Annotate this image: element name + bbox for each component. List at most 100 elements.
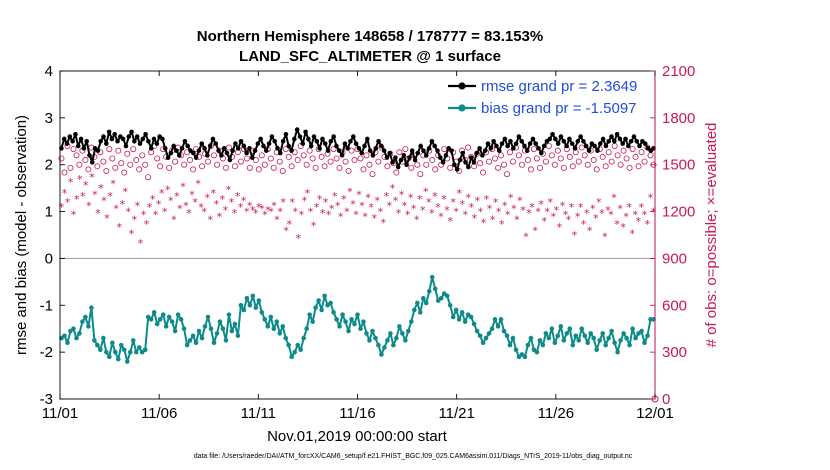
bias-point — [244, 295, 250, 301]
bias-point — [110, 340, 115, 346]
rmse-point — [426, 146, 432, 151]
bias-point — [77, 331, 82, 336]
bias-point — [403, 338, 408, 343]
bias-point — [346, 328, 351, 334]
obs-evaluated-point: * — [362, 210, 368, 223]
obs-possible-point — [527, 166, 534, 173]
obs-possible-point — [566, 153, 573, 160]
rmse-point — [597, 141, 603, 146]
obs-possible-point — [94, 163, 101, 170]
obs-evaluated-point: * — [189, 188, 195, 201]
plot-area — [60, 71, 655, 399]
rmse-point — [213, 141, 219, 146]
obs-possible-point — [608, 158, 615, 165]
rmse-point — [530, 136, 536, 142]
obs-possible-point — [590, 157, 597, 164]
bias-point — [630, 326, 635, 332]
obs-possible-point — [345, 167, 352, 174]
obs-evaluated-point: * — [198, 201, 204, 214]
obs-possible-point — [578, 144, 585, 151]
bias-point — [65, 340, 70, 346]
rmse-point — [112, 131, 118, 137]
rmse-point — [477, 146, 482, 151]
bias-point — [247, 302, 253, 308]
bias-point — [229, 328, 235, 334]
obs-evaluated-point: * — [575, 210, 581, 223]
obs-evaluated-point: * — [359, 199, 365, 212]
obs-evaluated-point: * — [59, 201, 65, 214]
rmse-point — [322, 141, 328, 146]
obs-evaluated-point: * — [192, 196, 198, 209]
bias-point — [89, 305, 94, 310]
x-tick-label: 11/01 — [42, 405, 78, 422]
rmse-point — [174, 148, 179, 153]
bias-point — [71, 326, 76, 332]
y-axis-left-label: rmse and bias (model - observation) — [13, 115, 30, 355]
bias-point — [645, 333, 650, 339]
bias-point — [522, 354, 528, 360]
obs-evaluated-point: * — [204, 192, 210, 205]
bias-point — [358, 326, 363, 332]
rmse-point — [558, 134, 564, 139]
bias-point — [271, 326, 277, 332]
rmse-point — [146, 138, 151, 144]
obs-evaluated-point: * — [566, 213, 572, 226]
bias-point — [474, 328, 480, 334]
obs-evaluated-point: * — [113, 202, 119, 215]
bias-point — [331, 310, 336, 315]
rmse-point — [98, 138, 103, 144]
y-axis-right: 0 300 600 900 1200 1500 1800 2100 — [650, 63, 695, 408]
obs-possible-point — [103, 167, 110, 174]
obs-possible-point — [261, 161, 268, 168]
x-tick-label: 11/21 — [438, 405, 474, 422]
obs-evaluated-point: * — [229, 196, 235, 209]
obs-evaluated-point: * — [438, 210, 444, 223]
rmse-point — [191, 150, 196, 156]
obs-evaluated-point: * — [405, 209, 411, 222]
rmse-point — [199, 141, 205, 146]
bias-point — [307, 312, 312, 317]
data-file-footer: data file: /Users/raeder/DAI/ATM_forcXX/… — [194, 453, 633, 460]
obs-evaluated-point: * — [520, 204, 526, 217]
obs-evaluated-point: * — [648, 192, 654, 205]
obs-evaluated-point: * — [335, 199, 341, 212]
bias-point — [576, 338, 582, 343]
rmse-point — [572, 146, 578, 151]
obs-evaluated-point: * — [323, 196, 329, 209]
obs-possible-point — [393, 169, 400, 176]
rmse-point — [81, 146, 87, 151]
bias-point — [289, 354, 295, 360]
rmse-point — [404, 162, 409, 168]
rmse-point — [502, 136, 508, 142]
bias-point — [277, 331, 283, 336]
obs-evaluated-point: * — [68, 176, 74, 189]
bias-point — [510, 335, 516, 341]
bias-point — [166, 314, 172, 320]
rmse-point — [353, 141, 359, 146]
obs-possible-point — [73, 152, 80, 159]
rmse-point — [387, 150, 393, 156]
rmse-point — [485, 141, 491, 146]
bias-point — [391, 342, 396, 348]
y-right-tick-label: 1800 — [662, 110, 695, 127]
y-axis-right-label: # of obs: o=possible; ×=evaluated — [703, 123, 720, 348]
obs-possible-point — [124, 150, 131, 157]
obs-evaluated-point: * — [308, 206, 314, 219]
obs-evaluated-point: * — [590, 202, 596, 215]
bias-point — [217, 319, 223, 324]
rmse-point — [637, 143, 642, 149]
obs-evaluated-point: * — [417, 193, 423, 206]
bias-point — [528, 335, 534, 341]
obs-evaluated-point: * — [426, 196, 432, 209]
rmse-point — [78, 136, 84, 142]
obs-evaluated-point: * — [177, 202, 183, 215]
obs-evaluated-point: * — [135, 199, 141, 212]
obs-possible-point — [115, 147, 122, 154]
rmse-point — [294, 127, 300, 132]
obs-evaluated-point: * — [502, 199, 508, 212]
obs-evaluated-point: * — [253, 207, 259, 220]
y-left-tick-label: -2 — [40, 344, 53, 361]
bias-point — [154, 321, 160, 327]
bias-point — [184, 342, 190, 348]
obs-possible-point — [417, 171, 424, 178]
